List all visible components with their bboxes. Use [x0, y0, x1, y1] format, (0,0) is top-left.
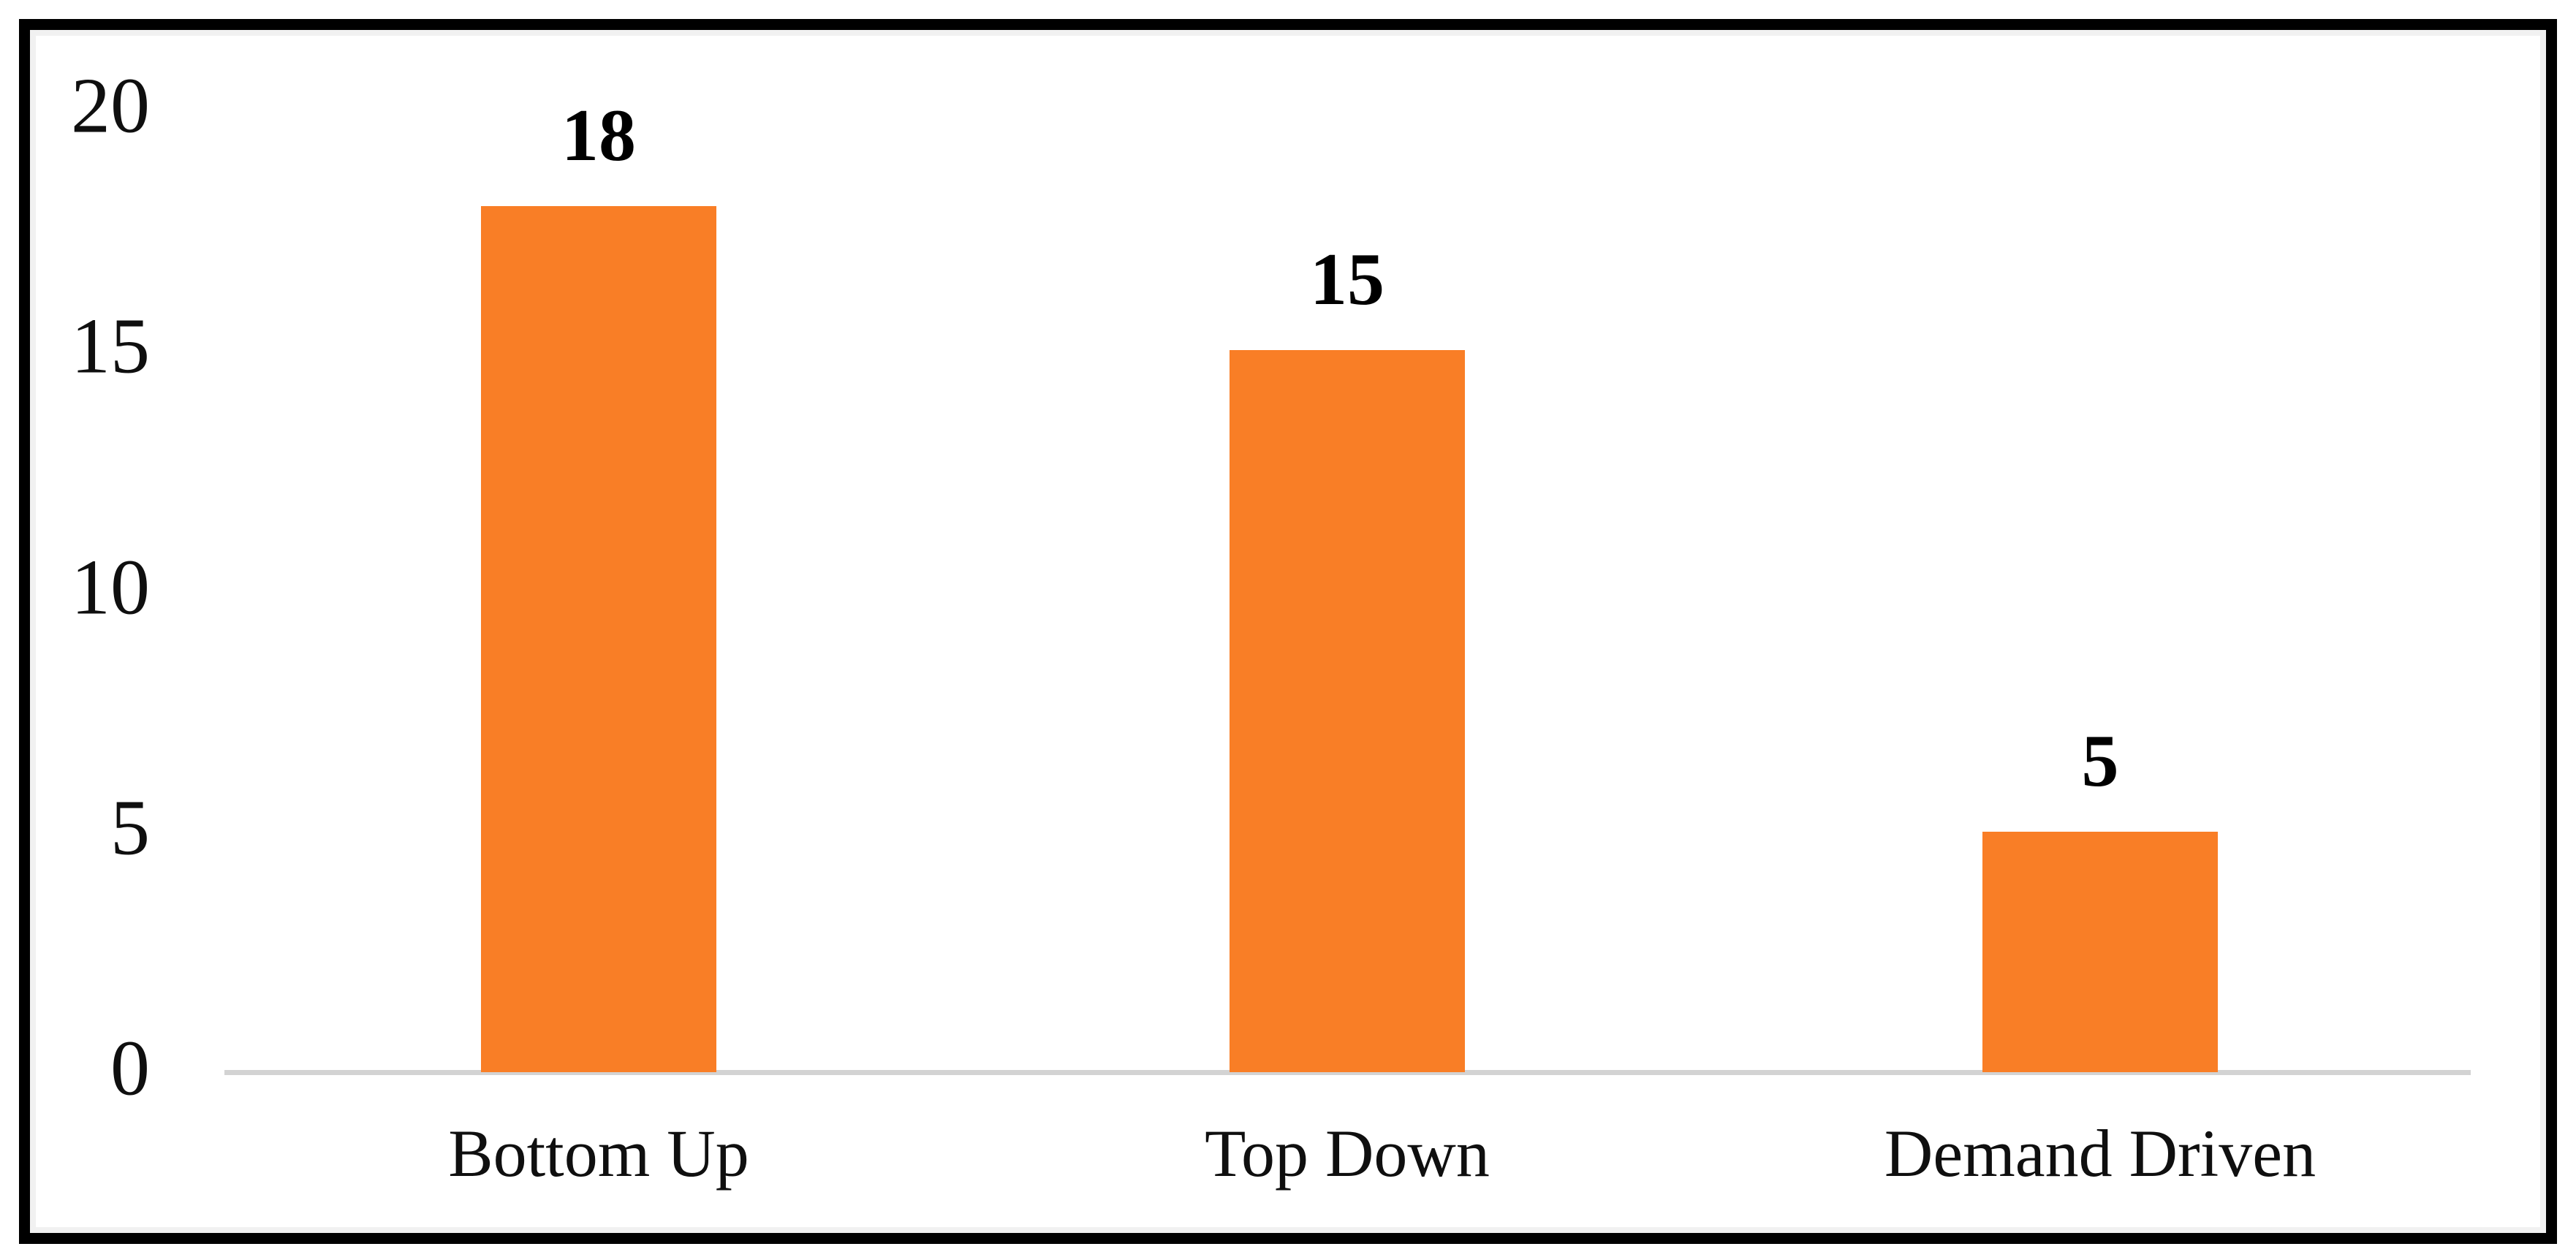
y-tick-5: 5 — [110, 784, 150, 872]
y-tick-15: 15 — [71, 303, 150, 390]
chart-frame-border — [19, 19, 2557, 1244]
y-tick-0: 0 — [110, 1025, 150, 1112]
x-axis-line — [224, 1070, 2471, 1075]
y-tick-10: 10 — [71, 544, 150, 631]
y-tick-20: 20 — [71, 62, 150, 150]
